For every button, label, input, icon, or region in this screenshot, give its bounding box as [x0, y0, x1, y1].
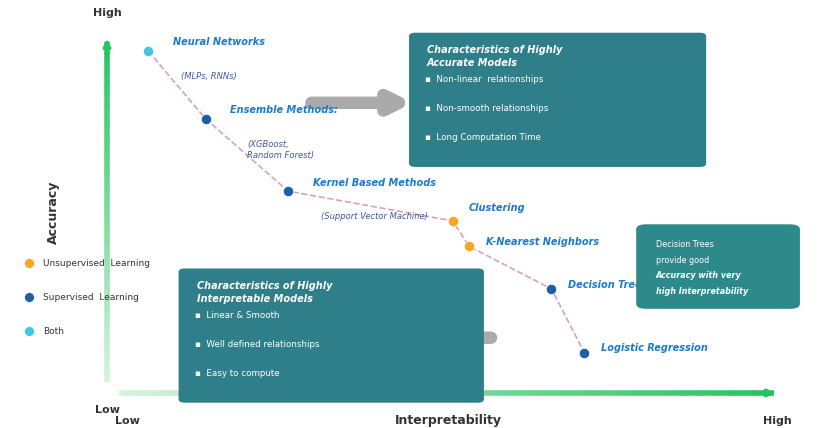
Text: Low: Low: [95, 405, 119, 415]
Text: ▪  Easy to compute: ▪ Easy to compute: [195, 369, 280, 378]
Text: Interpretability: Interpretability: [395, 414, 502, 427]
Text: ▪  Long Computation Time: ▪ Long Computation Time: [425, 133, 542, 142]
Text: (MLPs, RNNs): (MLPs, RNNs): [181, 72, 237, 81]
Text: Logistic Regression: Logistic Regression: [601, 343, 708, 354]
Text: Kernel Based Methods: Kernel Based Methods: [313, 178, 435, 187]
Text: High: High: [93, 8, 121, 18]
Point: [142, 48, 155, 54]
Text: Decision Trees: Decision Trees: [568, 279, 647, 290]
Point: [199, 116, 212, 122]
Text: Accuracy with very: Accuracy with very: [656, 271, 742, 280]
Text: Clustering: Clustering: [469, 203, 526, 213]
Text: ▪  Non-linear  relationships: ▪ Non-linear relationships: [425, 75, 544, 84]
FancyBboxPatch shape: [409, 33, 706, 167]
Point: [446, 217, 459, 224]
Text: Neural Networks: Neural Networks: [173, 38, 265, 48]
Text: (XGBoost,
Random Forest): (XGBoost, Random Forest): [247, 140, 314, 160]
Text: ▪  Linear & Smooth: ▪ Linear & Smooth: [195, 311, 280, 320]
Text: Both: Both: [43, 327, 64, 336]
Text: ▪  Non-smooth relationships: ▪ Non-smooth relationships: [425, 104, 549, 113]
Text: Low: Low: [115, 416, 140, 425]
Text: (Support Vector Machine): (Support Vector Machine): [321, 212, 428, 221]
Point: [22, 294, 35, 301]
Text: provide good: provide good: [656, 256, 709, 265]
Point: [578, 349, 591, 356]
FancyBboxPatch shape: [179, 268, 484, 403]
Text: Characteristics of Highly
Interpretable Models: Characteristics of Highly Interpretable …: [197, 281, 332, 304]
Text: K-Nearest Neighbors: K-Nearest Neighbors: [486, 237, 598, 247]
Text: Decision Trees: Decision Trees: [656, 240, 714, 249]
Text: Accuracy: Accuracy: [47, 181, 60, 244]
Text: Unsupervised  Learning: Unsupervised Learning: [43, 259, 150, 268]
Text: high Interpretability: high Interpretability: [656, 287, 748, 296]
Point: [281, 188, 295, 195]
Point: [22, 260, 35, 267]
Text: High: High: [764, 416, 792, 425]
Point: [545, 285, 558, 292]
Text: Supervised  Learning: Supervised Learning: [43, 293, 138, 302]
FancyBboxPatch shape: [636, 224, 800, 309]
Text: Ensemble Methods:: Ensemble Methods:: [230, 105, 338, 116]
Text: Characteristics of Highly
Accurate Models: Characteristics of Highly Accurate Model…: [427, 45, 563, 68]
Text: ▪  Well defined relationships: ▪ Well defined relationships: [195, 340, 319, 349]
Point: [463, 243, 476, 250]
Point: [22, 328, 35, 335]
